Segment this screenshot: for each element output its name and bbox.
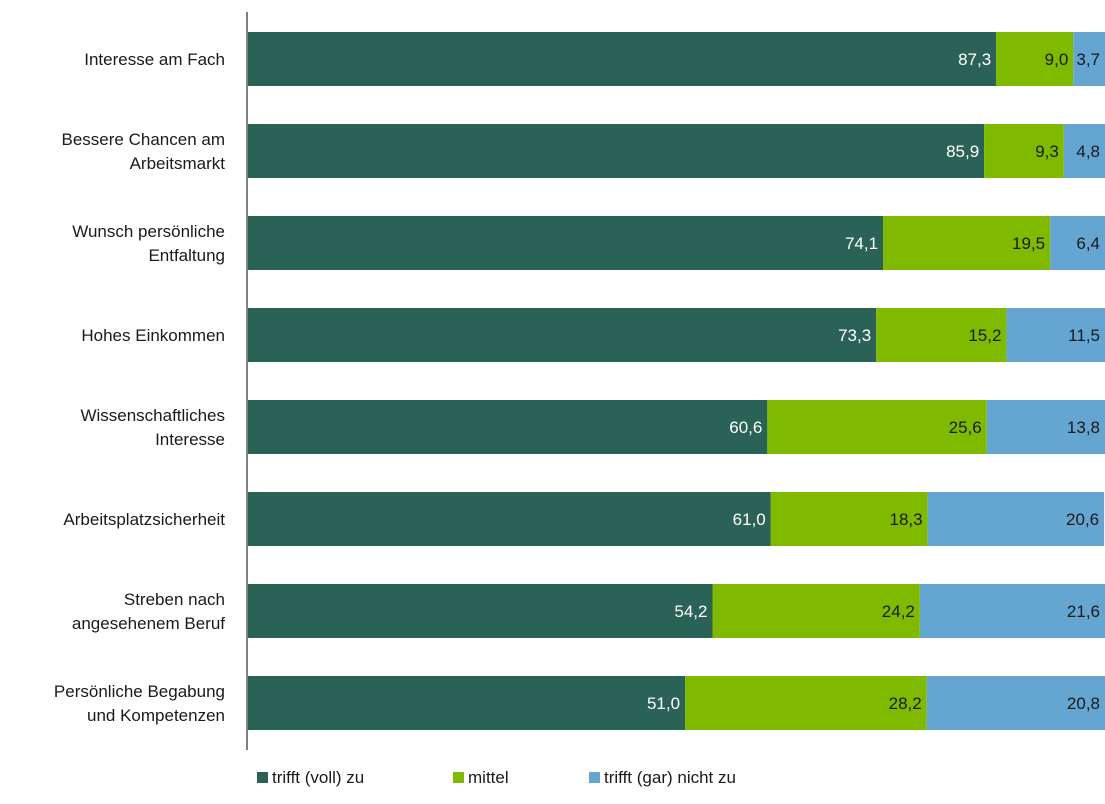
category-label-line: und Kompetenzen bbox=[87, 706, 225, 725]
data-label: 25,6 bbox=[949, 418, 982, 437]
data-label: 15,2 bbox=[968, 326, 1001, 345]
bar-segment-2 bbox=[770, 492, 928, 546]
data-label: 9,3 bbox=[1035, 142, 1059, 161]
data-label: 74,1 bbox=[845, 234, 878, 253]
bar-segment-3 bbox=[1073, 32, 1105, 86]
data-label: 6,4 bbox=[1076, 234, 1100, 253]
category-label-line: Interesse bbox=[155, 430, 225, 449]
bar-segment-2 bbox=[767, 400, 987, 454]
category-label-line: Wunsch persönliche bbox=[72, 222, 225, 241]
bar-segment-2 bbox=[685, 676, 927, 730]
legend-label: mittel bbox=[468, 768, 509, 787]
category-label-line: Persönliche Begabung bbox=[54, 682, 225, 701]
legend-label: trifft (gar) nicht zu bbox=[604, 768, 736, 787]
bar-segment-1 bbox=[248, 216, 884, 270]
bar-segment-3 bbox=[927, 492, 1105, 546]
category-label-line: Streben nach bbox=[124, 590, 225, 609]
bar-segment-1 bbox=[248, 308, 877, 362]
bar-segment-2 bbox=[984, 124, 1064, 178]
bar-segment-2 bbox=[883, 216, 1051, 270]
data-label: 51,0 bbox=[647, 694, 680, 713]
category-label-line: Arbeitsmarkt bbox=[130, 154, 226, 173]
category-label-line: Hohes Einkommen bbox=[81, 326, 225, 345]
legend-label: trifft (voll) zu bbox=[272, 768, 364, 787]
bar-segment-1 bbox=[248, 676, 686, 730]
data-label: 18,3 bbox=[890, 510, 923, 529]
bar-segment-3 bbox=[1006, 308, 1105, 362]
category-label: Interesse am Fach bbox=[84, 50, 225, 69]
data-label: 24,2 bbox=[882, 602, 915, 621]
legend-swatch bbox=[257, 772, 268, 783]
category-label: Wunsch persönliche Entfaltung bbox=[72, 222, 225, 265]
category-label: Bessere Chancen am Arbeitsmarkt bbox=[62, 130, 226, 173]
category-label-line: Bessere Chancen am bbox=[62, 130, 225, 149]
category-label: Persönliche Begabung und Kompetenzen bbox=[54, 682, 225, 725]
bar-segment-3 bbox=[926, 676, 1105, 730]
data-label: 19,5 bbox=[1012, 234, 1045, 253]
data-label: 28,2 bbox=[889, 694, 922, 713]
bar-segment-1 bbox=[248, 584, 713, 638]
category-label-line: angesehenem Beruf bbox=[72, 614, 225, 633]
data-label: 9,0 bbox=[1045, 50, 1069, 69]
data-label: 21,6 bbox=[1067, 602, 1100, 621]
data-label: 3,7 bbox=[1076, 50, 1100, 69]
legend-swatch bbox=[589, 772, 600, 783]
bar-segment-1 bbox=[248, 492, 771, 546]
bar-segment-2 bbox=[996, 32, 1074, 86]
data-label: 11,5 bbox=[1068, 326, 1100, 345]
category-label-line: Arbeitsplatzsicherheit bbox=[63, 510, 225, 529]
data-label: 60,6 bbox=[729, 418, 762, 437]
bar-segment-3 bbox=[1063, 124, 1105, 178]
data-label: 13,8 bbox=[1067, 418, 1100, 437]
bar-segment-1 bbox=[248, 124, 985, 178]
data-label: 87,3 bbox=[958, 50, 991, 69]
category-label: Streben nach angesehenem Beruf bbox=[72, 590, 225, 633]
category-label-line: Entfaltung bbox=[148, 246, 225, 265]
category-label: Arbeitsplatzsicherheit bbox=[63, 510, 225, 529]
data-label: 61,0 bbox=[733, 510, 766, 529]
data-label: 20,6 bbox=[1066, 510, 1099, 529]
category-label-line: Interesse am Fach bbox=[84, 50, 225, 69]
legend-swatch bbox=[453, 772, 464, 783]
category-label: Wissenschaftliches Interesse bbox=[80, 406, 225, 449]
bar-segment-1 bbox=[248, 400, 768, 454]
bar-segment-3 bbox=[1050, 216, 1105, 270]
bar-segment-2 bbox=[876, 308, 1007, 362]
category-label: Hohes Einkommen bbox=[81, 326, 225, 345]
bar-segment-2 bbox=[712, 584, 920, 638]
bar-segment-3 bbox=[986, 400, 1105, 454]
category-label-line: Wissenschaftliches bbox=[80, 406, 225, 425]
data-label: 20,8 bbox=[1067, 694, 1100, 713]
data-label: 85,9 bbox=[946, 142, 979, 161]
bar-segment-3 bbox=[919, 584, 1105, 638]
data-label: 73,3 bbox=[838, 326, 871, 345]
data-label: 4,8 bbox=[1076, 142, 1100, 161]
bar-segment-1 bbox=[248, 32, 997, 86]
data-label: 54,2 bbox=[674, 602, 707, 621]
